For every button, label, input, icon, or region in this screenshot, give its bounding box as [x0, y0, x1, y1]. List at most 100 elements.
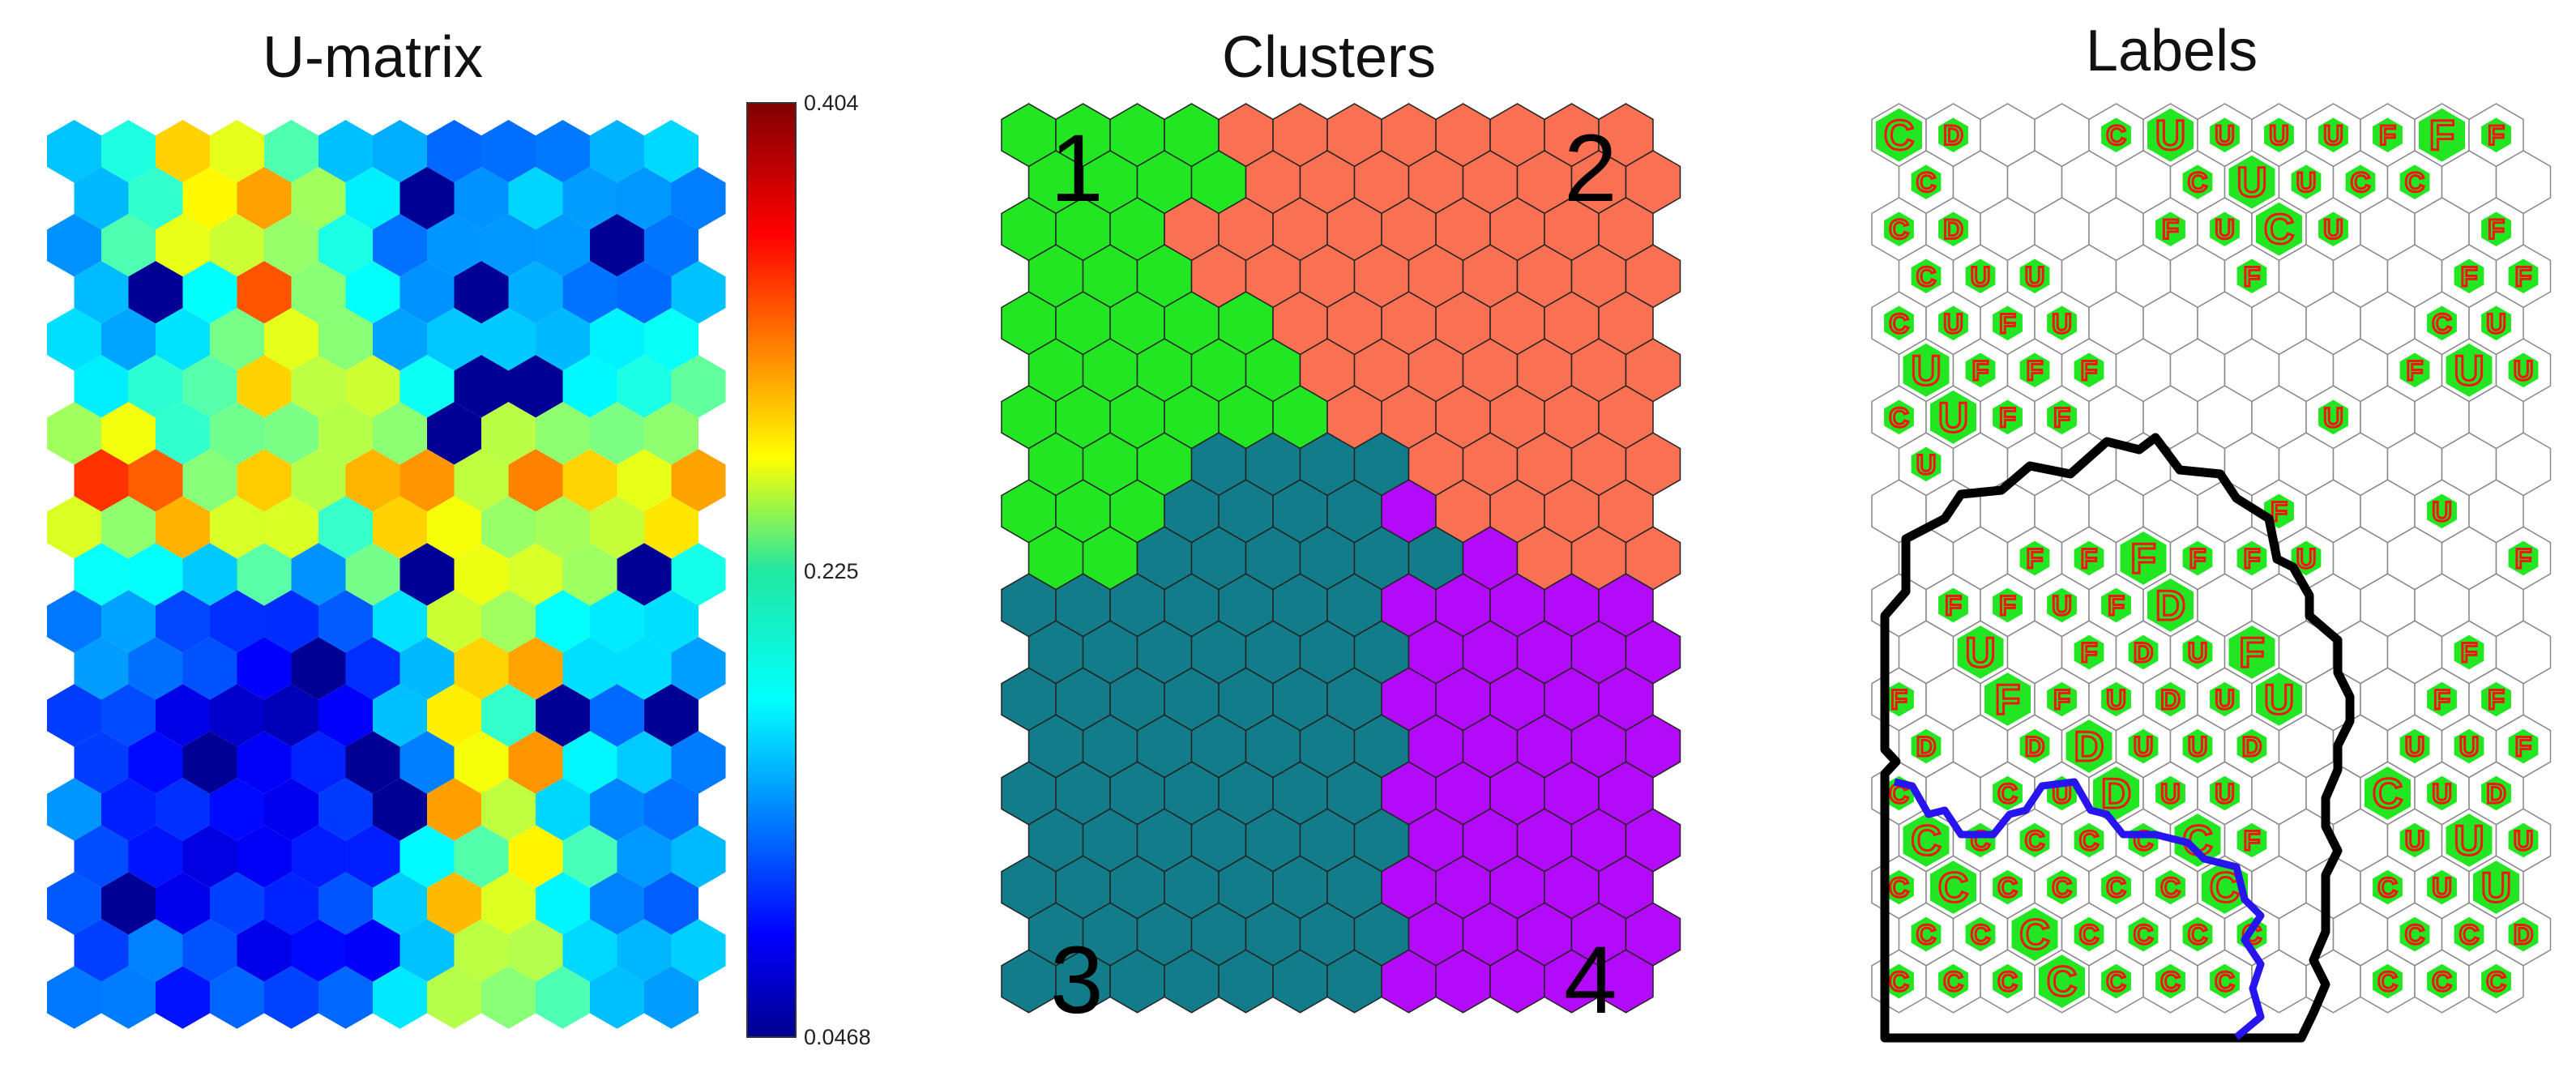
- label-letter: U: [2454, 818, 2484, 865]
- umatrix-cell: [481, 120, 536, 183]
- umatrix-cell: [318, 966, 373, 1029]
- label-letter: U: [2405, 826, 2425, 856]
- umatrix-cell: [536, 872, 590, 935]
- umatrix-cell: [291, 919, 346, 982]
- umatrix-cell: [427, 778, 481, 841]
- umatrix-cell: [47, 308, 101, 371]
- umatrix-cell: [182, 449, 237, 512]
- label-letter: F: [2271, 497, 2288, 527]
- label-letter: F: [2379, 121, 2396, 152]
- label-marker: [2047, 681, 2077, 717]
- umatrix-cell: [427, 402, 481, 465]
- label-marker: [2155, 775, 2185, 811]
- label-letter: D: [2025, 732, 2045, 762]
- umatrix-cell: [427, 214, 481, 277]
- umatrix-cell: [128, 825, 183, 888]
- umatrix-cell: [536, 684, 590, 747]
- umatrix-cell: [74, 543, 129, 606]
- label-marker: [2291, 164, 2322, 199]
- umatrix-cell: [590, 872, 644, 935]
- umatrix-cell: [47, 214, 101, 277]
- umatrix-cell: [264, 778, 318, 841]
- umatrix-cell: [74, 919, 129, 982]
- label-letter: C: [2264, 207, 2295, 254]
- umatrix-cell: [644, 778, 698, 841]
- label-letter: C: [2377, 967, 2398, 997]
- label-marker: [1884, 963, 1914, 999]
- umatrix-cell: [481, 872, 536, 935]
- umatrix-cell: [373, 308, 427, 371]
- umatrix-cell: [47, 778, 101, 841]
- label-marker: [2128, 916, 2159, 952]
- umatrix-cell: [101, 496, 156, 559]
- label-marker: [2182, 540, 2213, 576]
- label-letter: C: [2160, 873, 2181, 903]
- label-letter: F: [1999, 591, 2016, 621]
- umatrix-cell: [481, 308, 536, 371]
- label-letter: U: [2454, 348, 2484, 395]
- label-letter: U: [1965, 630, 1996, 677]
- label-letter: C: [1916, 262, 1937, 292]
- label-letter: U: [2236, 160, 2267, 207]
- label-letter: U: [2296, 168, 2317, 199]
- umatrix-cell: [671, 449, 726, 512]
- umatrix-cell: [508, 731, 563, 794]
- umatrix-cell: [156, 308, 210, 371]
- umatrix-cell: [182, 261, 237, 324]
- label-letter: U: [2432, 779, 2452, 809]
- cluster-2-label: 2: [1564, 115, 1617, 222]
- label-marker: [1938, 963, 1968, 999]
- umatrix-cell: [182, 731, 237, 794]
- umatrix-cell: [536, 214, 590, 277]
- umatrix-cell: [508, 167, 563, 230]
- label-marker: [1957, 626, 2004, 679]
- umatrix-cell: [373, 402, 427, 465]
- umatrix-cell: [617, 637, 672, 700]
- label-marker: [2399, 728, 2430, 764]
- umatrix-cell: [373, 214, 427, 277]
- umatrix-cell: [481, 402, 536, 465]
- umatrix-cell: [562, 825, 617, 888]
- label-letter: U: [2188, 732, 2208, 762]
- umatrix-cell: [671, 355, 726, 418]
- label-marker: [2210, 211, 2240, 246]
- umatrix-cell: [182, 637, 237, 700]
- umatrix-cell: [590, 778, 644, 841]
- label-marker: [2481, 681, 2511, 717]
- label-marker: [1911, 258, 1942, 293]
- umatrix-cell: [210, 496, 264, 559]
- umatrix-cell: [345, 355, 400, 418]
- umatrix-cell: [128, 543, 183, 606]
- umatrix-cell: [481, 214, 536, 277]
- label-letter: U: [2432, 873, 2452, 903]
- umatrix-cell: [454, 825, 509, 888]
- umatrix-cell: [427, 496, 481, 559]
- label-marker: [1930, 390, 1976, 444]
- label-marker: [2318, 399, 2348, 435]
- label-letter: F: [2239, 630, 2265, 677]
- label-letter: D: [2160, 685, 2181, 715]
- label-letter: F: [2461, 638, 2478, 668]
- umatrix-cell: [318, 402, 373, 465]
- umatrix-cell: [182, 167, 237, 230]
- umatrix-cell: [318, 684, 373, 747]
- label-letter: D: [2074, 724, 2104, 771]
- label-marker: [1876, 108, 1922, 162]
- label-letter: C: [1911, 818, 1942, 865]
- label-letter: F: [2081, 356, 2098, 386]
- umatrix-cell: [617, 167, 672, 230]
- umatrix-cell: [617, 355, 672, 418]
- umatrix-cell: [671, 543, 726, 606]
- umatrix-cell: [210, 120, 264, 183]
- label-letter: D: [2134, 638, 2154, 668]
- label-marker: [1993, 963, 2023, 999]
- umatrix-grid: [47, 120, 726, 1029]
- label-marker: [2373, 117, 2403, 152]
- label-marker: [2427, 493, 2457, 529]
- umatrix-cell: [264, 872, 318, 935]
- umatrix-cell: [481, 778, 536, 841]
- label-letter: U: [2215, 779, 2235, 809]
- umatrix-cell: [590, 120, 644, 183]
- umatrix-cell: [74, 261, 129, 324]
- umatrix-cell: [617, 825, 672, 888]
